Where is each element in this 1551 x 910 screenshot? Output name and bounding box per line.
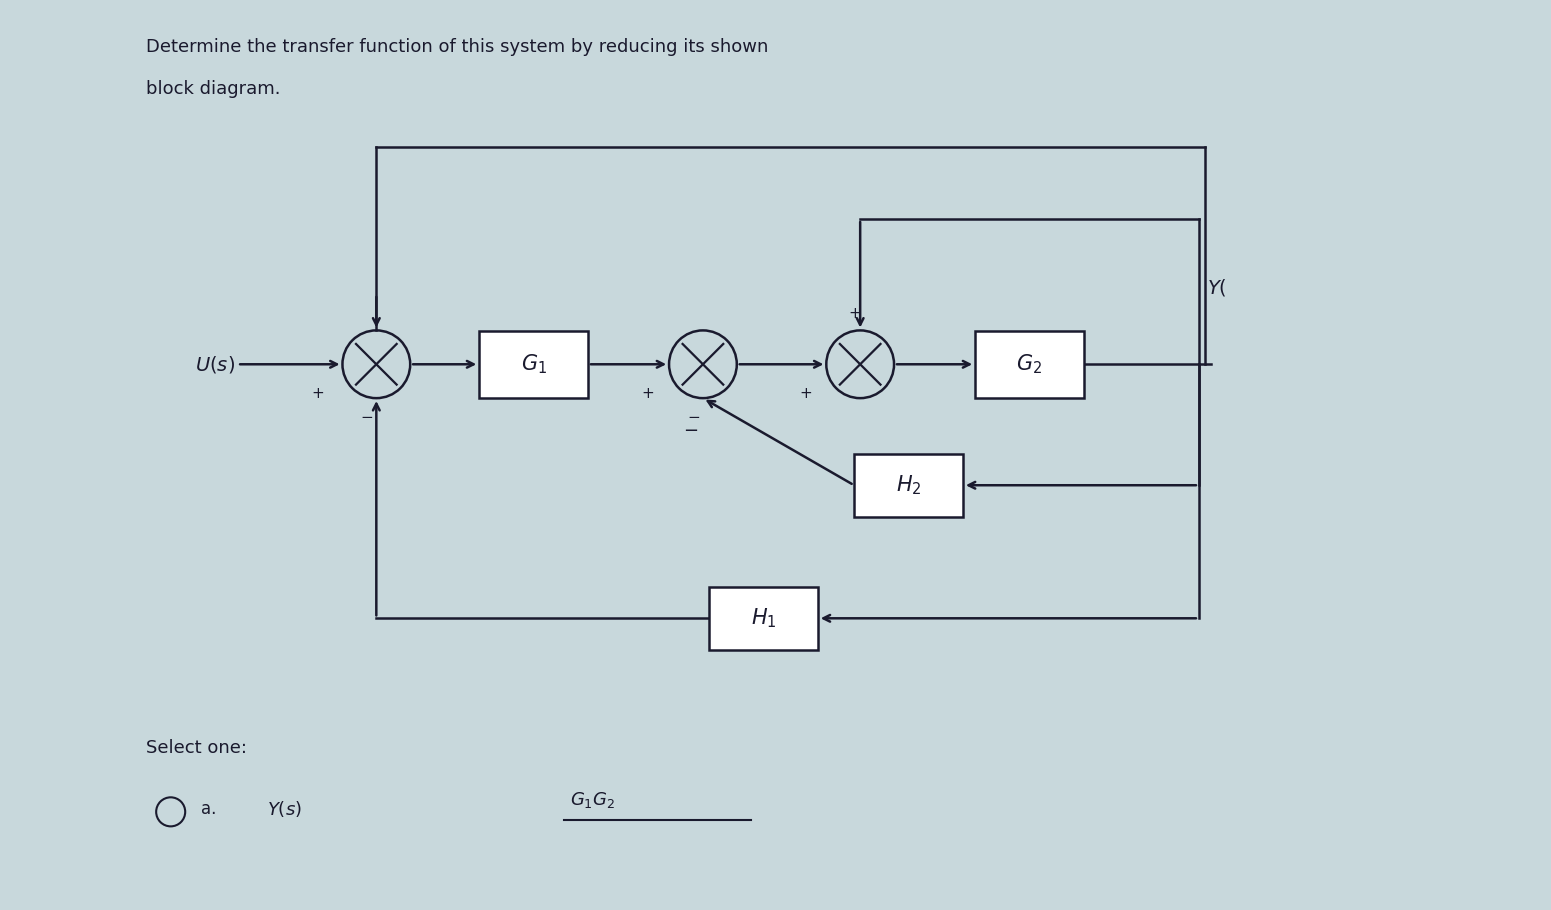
Text: block diagram.: block diagram.	[146, 80, 281, 98]
Text: $H_1$: $H_1$	[751, 606, 776, 630]
Text: $G_1 G_2$: $G_1 G_2$	[569, 790, 616, 810]
FancyBboxPatch shape	[479, 331, 588, 398]
Text: $-$: $-$	[687, 408, 700, 423]
Text: $-$: $-$	[360, 408, 374, 423]
Text: $U(s)$: $U(s)$	[195, 354, 234, 375]
Text: a.: a.	[202, 801, 216, 818]
FancyBboxPatch shape	[709, 587, 817, 650]
FancyBboxPatch shape	[855, 454, 963, 517]
Text: $+$: $+$	[312, 386, 324, 401]
Text: $+$: $+$	[642, 386, 655, 401]
Text: $H_2$: $H_2$	[896, 473, 921, 497]
Text: $G_1$: $G_1$	[521, 352, 546, 376]
Text: $Y($: $Y($	[1207, 277, 1227, 298]
Text: $+$: $+$	[847, 306, 861, 320]
Text: Select one:: Select one:	[146, 739, 248, 757]
Text: Determine the transfer function of this system by reducing its shown: Determine the transfer function of this …	[146, 37, 769, 56]
Text: $Y(s)$: $Y(s)$	[267, 799, 302, 819]
Text: $+$: $+$	[799, 386, 811, 401]
Text: $-$: $-$	[684, 420, 698, 438]
Text: $G_2$: $G_2$	[1016, 352, 1042, 376]
FancyBboxPatch shape	[976, 331, 1084, 398]
